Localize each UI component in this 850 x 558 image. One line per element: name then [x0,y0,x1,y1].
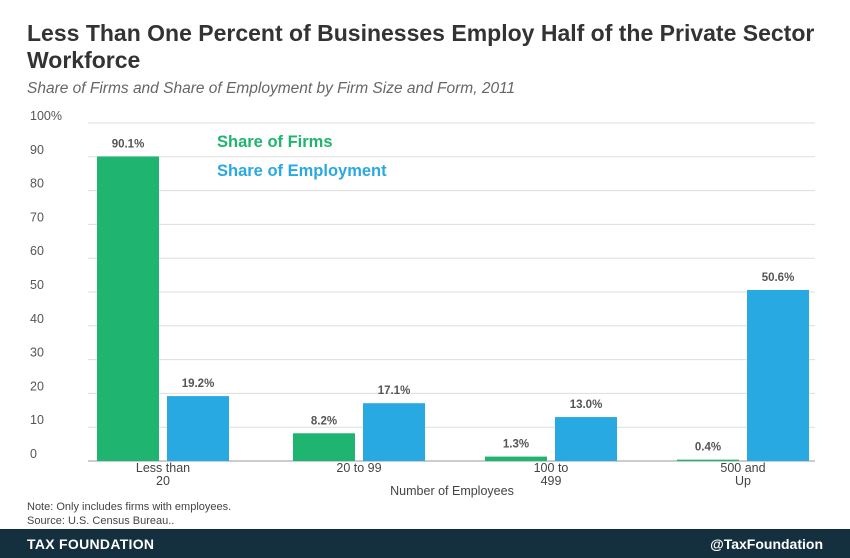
notes: Note: Only includes firms with employees… [27,500,231,528]
bar [677,459,739,461]
y-tick-label: 80 [30,177,44,191]
x-tick-label: 500 and Up [720,461,765,488]
y-tick-label: 50 [30,278,44,292]
source-text: Source: U.S. Census Bureau.. [27,515,175,527]
bar [485,456,547,461]
bar [97,156,159,461]
data-label: 0.4% [695,442,721,454]
y-tick-label: 10 [30,413,44,427]
footer-bar: TAX FOUNDATION @TaxFoundation [0,529,850,558]
y-tick-label: 40 [30,312,44,326]
data-label: 1.3% [503,439,529,451]
legend-item: Share of Employment [217,162,387,180]
data-label: 90.1% [112,138,145,150]
y-tick-label: 60 [30,244,44,258]
data-label: 13.0% [570,399,603,411]
x-tick-label: Less than 20 [136,461,190,488]
y-tick-label: 90 [30,143,44,157]
bars [97,156,809,461]
y-tick-label: 100% [30,109,62,123]
x-tick-label: 20 to 99 [336,461,381,475]
y-axis-ticks: 0 10 20 30 40 50 60 70 80 90 100% [30,109,62,461]
data-label: 50.6% [762,272,795,284]
bar [167,396,229,461]
gridlines [88,122,815,462]
chart-title: Less Than One Percent of Businesses Empl… [27,20,815,73]
bar [293,433,355,461]
y-tick-label: 20 [30,379,44,393]
y-tick-label: 30 [30,346,44,360]
bar [747,289,809,461]
twitter-handle: @TaxFoundation [710,536,823,552]
bar-chart: 0 10 20 30 40 50 60 70 80 90 100% 90.1% 19.2% 8.2% 17… [30,109,815,498]
brand-logo-text: TAX FOUNDATION [27,536,155,552]
data-labels: 90.1% 19.2% 8.2% 17.1% 1.3% 13.0% 0.4% 50.6% [112,138,795,453]
y-tick-label: 70 [30,210,44,224]
legend-item: Share of Firms [217,133,333,151]
bar [363,403,425,461]
x-axis-ticks: Less than 20 20 to 99 100 to 499 500 and Up [136,461,766,488]
bar [555,417,617,461]
legend: Share of Firms Share of Employment [217,133,387,180]
data-label: 19.2% [182,378,215,390]
x-tick-label: 100 to 499 [534,461,569,488]
data-label: 17.1% [378,385,411,397]
y-tick-label: 0 [30,447,37,461]
data-label: 8.2% [311,415,337,427]
chart-subtitle: Share of Firms and Share of Employment b… [27,80,516,97]
x-axis-label: Number of Employees [390,484,514,498]
note-text: Note: Only includes firms with employees… [27,501,232,513]
